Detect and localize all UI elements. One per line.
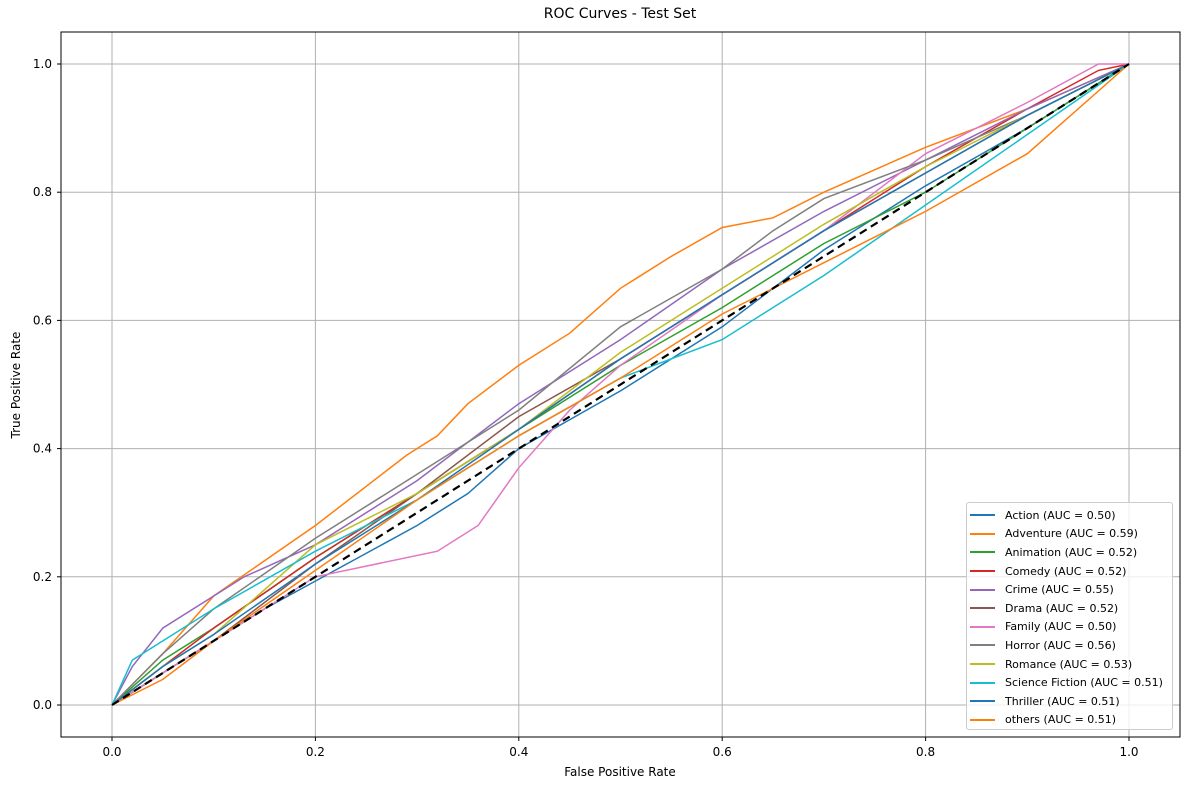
legend-swatch [970,681,995,684]
legend-label: Science Fiction (AUC = 0.51) [1005,676,1163,690]
legend-item: Thriller (AUC = 0.51) [967,692,1172,711]
legend-label: Family (AUC = 0.50) [1005,620,1117,634]
x-tick-label: 0.0 [102,745,121,759]
legend-item: Comedy (AUC = 0.52) [967,562,1172,581]
y-axis-label: True Positive Rate [9,332,23,440]
legend-label: Adventure (AUC = 0.59) [1005,527,1138,541]
legend-swatch [970,718,995,721]
x-axis-label: False Positive Rate [564,765,676,779]
legend-label: Horror (AUC = 0.56) [1005,638,1116,652]
chart-title: ROC Curves - Test Set [544,6,697,22]
legend-swatch [970,532,995,535]
x-tick-label: 1.0 [1119,745,1138,759]
legend-label: Crime (AUC = 0.55) [1005,583,1114,597]
y-tick-label: 1.0 [33,57,52,71]
y-tick-label: 0.8 [33,185,52,199]
legend-item: Crime (AUC = 0.55) [967,580,1172,599]
legend-swatch [970,700,995,703]
roc-curves [111,63,1130,706]
legend-swatch [970,514,995,517]
legend-item: Horror (AUC = 0.56) [967,636,1172,655]
roc-curve [111,63,1129,706]
legend-label: Action (AUC = 0.50) [1005,508,1116,522]
y-tick-label: 0.4 [33,442,52,456]
legend-swatch [970,607,995,610]
legend-label: others (AUC = 0.51) [1005,713,1117,727]
legend-label: Thriller (AUC = 0.51) [1005,694,1120,708]
legend-label: Drama (AUC = 0.52) [1005,601,1119,615]
legend-item: Romance (AUC = 0.53) [967,655,1172,674]
legend: Action (AUC = 0.50) Adventure (AUC = 0.59… [966,502,1173,730]
legend-label: Comedy (AUC = 0.52) [1005,564,1127,578]
axis-ticks: 0.0 0.2 0.4 0.6 0.8 1.0 0.0 0.2 0.4 0.6 0.8 1.0 [33,57,1139,759]
legend-item: Adventure (AUC = 0.59) [967,525,1172,544]
legend-swatch [970,588,995,591]
x-tick-label: 0.6 [713,745,732,759]
x-tick-label: 0.8 [916,745,935,759]
x-tick-label: 0.2 [306,745,325,759]
y-tick-label: 0.6 [33,313,52,327]
plot-frame [60,31,1181,738]
legend-swatch [970,644,995,647]
x-tick-label: 0.4 [509,745,528,759]
roc-curve [111,63,1130,706]
legend-item: Drama (AUC = 0.52) [967,599,1172,618]
legend-item: Science Fiction (AUC = 0.51) [967,673,1172,692]
y-tick-label: 0.2 [33,570,52,584]
roc-curve [111,63,1130,706]
legend-swatch [970,551,995,554]
legend-item: Animation (AUC = 0.52) [967,543,1172,562]
legend-item: Action (AUC = 0.50) [967,506,1172,525]
legend-swatch [970,663,995,666]
legend-swatch [970,570,995,573]
legend-label: Animation (AUC = 0.52) [1005,545,1138,559]
legend-label: Romance (AUC = 0.53) [1005,657,1133,671]
y-tick-label: 0.0 [33,698,52,712]
grid-lines [61,32,1180,737]
chance-diagonal [111,63,1130,706]
legend-swatch [970,625,995,628]
legend-item: others (AUC = 0.51) [967,711,1172,730]
legend-item: Family (AUC = 0.50) [967,618,1172,637]
